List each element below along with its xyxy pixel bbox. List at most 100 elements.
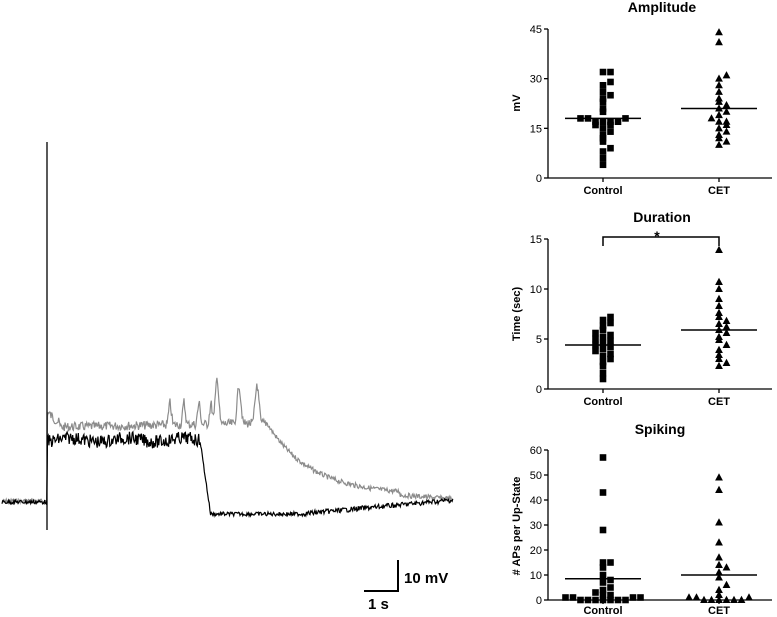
cet-data-point (715, 319, 723, 327)
cet-data-point (715, 38, 723, 46)
control-data-point (607, 591, 614, 599)
significance-star: * (654, 228, 660, 244)
control-data-point (599, 95, 607, 102)
control-data-point (607, 350, 614, 358)
cet-data-point (707, 114, 716, 122)
control-data-point (592, 589, 599, 596)
spiking-y-ticks: 0 10 20 30 40 50 60 (530, 445, 548, 607)
cet-data-point (715, 81, 723, 89)
cet-data-point (707, 595, 716, 603)
control-data-point (599, 489, 607, 496)
scale-bar-y-label: 10 mV (404, 570, 448, 587)
control-data-point (637, 594, 644, 601)
control-data-point (592, 118, 599, 126)
control-data-point (599, 586, 607, 594)
control-data-point (614, 596, 622, 604)
cet-data-point (715, 332, 723, 340)
cet-data-point (715, 312, 723, 320)
y-tick-label: 50 (530, 470, 542, 482)
cet-data-point (715, 573, 723, 581)
control-data-point (599, 154, 607, 162)
y-tick-label: 15 (530, 234, 542, 246)
cet-data-point (715, 345, 723, 353)
cet-data-point (722, 100, 731, 109)
trace-panel: 1 s 10 mV (1, 142, 454, 613)
control-data-point (599, 326, 607, 334)
control-data-point (607, 331, 614, 339)
control-data-point (562, 594, 569, 601)
control-data-point (599, 81, 607, 89)
y-tick-label: 30 (530, 520, 542, 532)
amplitude-ylabel: mV (511, 94, 523, 112)
cet-data-point (722, 117, 731, 125)
scale-bar-lines (364, 560, 399, 592)
cet-data-point (715, 308, 723, 316)
control-data-point (592, 335, 599, 343)
control-data-point (599, 362, 607, 370)
control-data-point (599, 105, 607, 112)
amplitude-chart: Amplitude mV 0 15 30 45 Control CET (511, 0, 772, 197)
cet-data-point (722, 107, 731, 115)
y-tick-label: 0 (536, 173, 542, 185)
control-data-point (614, 118, 622, 126)
control-data-point (592, 121, 599, 129)
cet-data-point (715, 110, 723, 119)
duration-title: Duration (633, 209, 691, 225)
control-data-point (607, 576, 614, 584)
cet-data-point (715, 518, 723, 526)
cet-data-point (715, 361, 723, 369)
y-tick-label: 0 (536, 384, 542, 396)
control-data-point (622, 596, 629, 604)
scale-bar-x-label: 1 s (368, 596, 389, 613)
control-data-point (599, 369, 607, 377)
cet-data-point (722, 580, 731, 588)
cet-data-point (715, 87, 723, 95)
control-data-point (599, 131, 607, 139)
cet-data-point (715, 560, 723, 568)
control-data-point (599, 591, 607, 599)
spiking-chart: Spiking # APs per Up-State 0 10 20 30 40 50 60… (511, 421, 772, 617)
duration-ylabel: Time (sec) (511, 287, 523, 342)
control-data-point (607, 559, 614, 566)
control-data-point (592, 329, 599, 337)
control-data-point (607, 68, 614, 76)
amplitude-category-cet: CET (708, 185, 730, 197)
cet-data-point (722, 127, 731, 135)
cet-data-point (722, 328, 731, 336)
cet-data-point (722, 137, 731, 145)
control-data-point (599, 118, 607, 126)
cet-data-point (715, 350, 723, 358)
control-data-point (592, 596, 599, 604)
y-tick-label: 30 (530, 74, 542, 86)
control-data-point (599, 148, 607, 155)
scale-bar: 1 s 10 mV (364, 560, 448, 613)
control-data-point (599, 125, 607, 132)
duration-category-control: Control (583, 396, 622, 408)
cet-data-point (715, 568, 723, 576)
control-data-point (599, 138, 607, 145)
y-tick-label: 10 (530, 570, 542, 582)
cet-data-point (715, 553, 723, 561)
cet-data-point (745, 593, 753, 601)
cet-data-point (715, 354, 723, 362)
control-data-point (599, 358, 607, 366)
cet-data-point (722, 322, 731, 330)
cet-data-point (715, 585, 723, 593)
control-data-point (607, 343, 614, 351)
control-data-point (599, 322, 607, 330)
y-tick-label: 40 (530, 495, 542, 507)
control-data-point (599, 559, 607, 566)
cet-data-point (715, 590, 723, 598)
cet-data-point (715, 74, 723, 82)
spiking-category-control: Control (583, 605, 622, 617)
y-tick-label: 5 (536, 334, 542, 346)
cet-data-point (692, 593, 701, 601)
control-data-point (599, 108, 607, 116)
control-data-point (599, 526, 607, 534)
control-data-point (599, 345, 607, 353)
control-data-point (584, 596, 592, 604)
control-data-point (599, 134, 607, 142)
cet-data-point (715, 277, 723, 285)
cet-data-point (722, 71, 731, 79)
